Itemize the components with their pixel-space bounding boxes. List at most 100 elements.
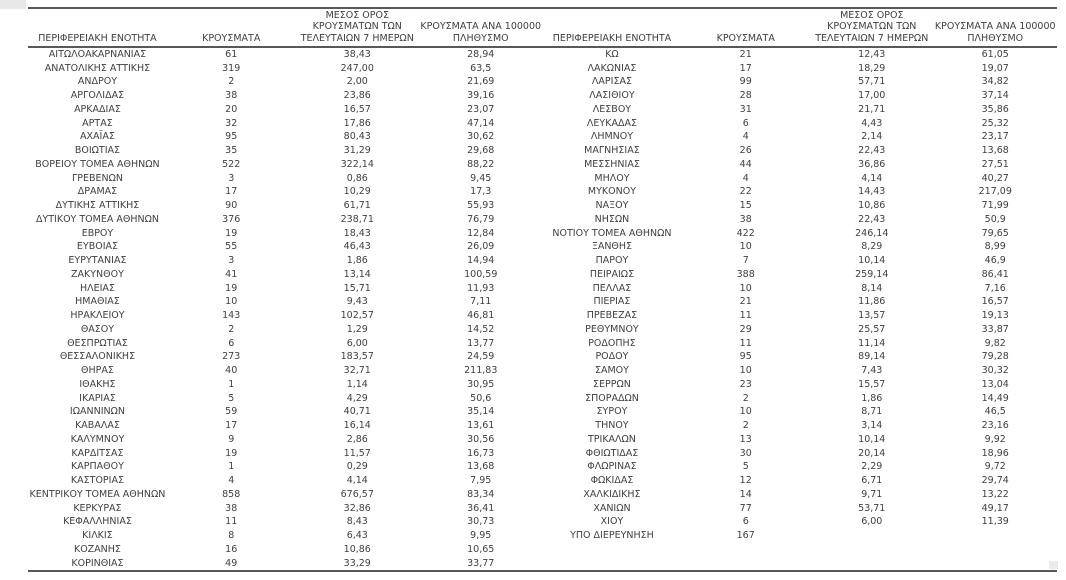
- region-cell: ΜΥΚΟΝΟΥ: [587, 186, 636, 198]
- avg7-cell: 6,43: [346, 530, 368, 542]
- cases-cell: 10: [225, 296, 238, 308]
- cases-cell: 13: [739, 433, 752, 445]
- region-cell: ΜΗΛΟΥ: [594, 172, 630, 184]
- region-cell: ΧΑΛΚΙΔΙΚΗΣ: [583, 488, 641, 500]
- avg7-cell: 10,86: [343, 543, 371, 555]
- avg7-cell: 22,43: [858, 145, 886, 157]
- per100k-cell: 14,52: [467, 323, 495, 335]
- avg7-cell: 22,43: [858, 213, 886, 225]
- cases-cell: 40: [225, 365, 238, 377]
- per100k-cell: 21,69: [467, 76, 495, 88]
- table-row: ΚΑΣΤΟΡΙΑΣ 4 4,14 7,95: [28, 474, 543, 488]
- per100k-cell: 30,73: [467, 516, 495, 528]
- cases-cell: 55: [225, 241, 238, 253]
- cases-cell: 61: [225, 48, 238, 60]
- table-row: ΑΙΤΩΛΟΑΚΑΡΝΑΝΙΑΣ 61 38,43 28,94: [28, 47, 543, 62]
- avg7-cell: 0,29: [346, 461, 368, 473]
- per100k-cell: 7,11: [470, 296, 492, 308]
- table-row: ΚΑΒΑΛΑΣ 17 16,14 13,61: [28, 419, 543, 433]
- avg7-cell: 2,29: [861, 461, 883, 473]
- cases-cell: 90: [225, 200, 238, 212]
- region-cell: ΝΗΣΩΝ: [594, 213, 630, 225]
- region-cell: ΚΑΛΥΜΝΟΥ: [70, 433, 125, 445]
- region-cell: ΑΝΔΡΟΥ: [77, 76, 118, 88]
- table-row: ΘΑΣΟΥ 2 1,29 14,52: [28, 323, 543, 337]
- avg7-cell: 8,29: [861, 241, 883, 253]
- cases-cell: 273: [222, 351, 241, 363]
- table-row: ΙΚΑΡΙΑΣ 5 4,29 50,6: [28, 392, 543, 406]
- per100k-cell: 35,14: [467, 406, 495, 418]
- region-cell: ΑΡΤΑΣ: [82, 117, 113, 129]
- cases-cell: 522: [222, 158, 241, 170]
- region-cell: ΠΙΕΡΙΑΣ: [593, 296, 631, 308]
- per100k-cell: 33,87: [981, 323, 1009, 335]
- region-cell: ΝΟΤΙΟΥ ΤΟΜΕΑ ΑΘΗΝΩΝ: [552, 227, 672, 239]
- table-row: ΚΑΛΥΜΝΟΥ 9 2,86 30,56: [28, 433, 543, 447]
- avg7-cell: 38,43: [343, 48, 371, 60]
- per100k-cell: 33,77: [467, 557, 495, 569]
- region-cell: ΚΑΣΤΟΡΙΑΣ: [70, 475, 124, 487]
- header-row: ΠΕΡΙΦΕΡΕΙΑΚΗ ΕΝΟΤΗΤΑ ΚΡΟΥΣΜΑΤΑ ΜΕΣΟΣ ΟΡΟ…: [542, 9, 1057, 48]
- region-cell: ΜΑΓΝΗΣΙΑΣ: [584, 145, 640, 157]
- per100k-cell: 13,68: [467, 461, 495, 473]
- avg7-cell: 6,71: [861, 475, 883, 487]
- per100k-cell: 16,73: [467, 447, 495, 459]
- per100k-cell: 17,3: [470, 186, 492, 198]
- per100k-cell: 88,22: [467, 158, 495, 170]
- avg7-cell: 2,86: [346, 433, 368, 445]
- region-cell: ΚΑΡΠΑΘΟΥ: [71, 461, 124, 473]
- avg7-cell: 23,86: [343, 90, 371, 102]
- region-cell: ΔΥΤΙΚΗΣ ΑΤΤΙΚΗΣ: [55, 200, 140, 212]
- avg7-cell: 2,14: [861, 131, 883, 143]
- per100k-cell: 25,32: [981, 117, 1009, 129]
- cases-cell: 10: [739, 406, 752, 418]
- avg7-cell: 13,57: [858, 310, 886, 322]
- table-row: ΞΑΝΘΗΣ 10 8,29 8,99: [543, 240, 1058, 254]
- cases-cell: 1: [228, 378, 235, 390]
- table-row: ΧΑΝΙΩΝ 77 53,71 49,17: [543, 502, 1058, 516]
- region-cell: ΣΕΡΡΩΝ: [593, 378, 631, 390]
- region-cell: ΠΕΙΡΑΙΩΣ: [589, 268, 635, 280]
- per100k-cell: 50,6: [470, 392, 492, 404]
- per100k-cell: 13,77: [467, 337, 495, 349]
- avg7-cell: 4,43: [861, 117, 883, 129]
- table-row: ΕΥΡΥΤΑΝΙΑΣ 3 1,86 14,94: [28, 254, 543, 268]
- region-cell: ΝΑΞΟΥ: [595, 200, 629, 212]
- avg7-cell: 7,43: [861, 365, 883, 377]
- per100k-cell: 79,28: [981, 351, 1009, 363]
- header-row: ΠΕΡΙΦΕΡΕΙΑΚΗ ΕΝΟΤΗΤΑ ΚΡΟΥΣΜΑΤΑ ΜΕΣΟΣ ΟΡΟ…: [28, 9, 543, 48]
- avg7-cell: 102,57: [340, 310, 374, 322]
- cases-cell: 28: [739, 90, 752, 102]
- region-cell: ΞΑΝΘΗΣ: [591, 241, 633, 253]
- region-cell: ΛΕΣΒΟΥ: [592, 103, 632, 115]
- table-row: ΛΑΚΩΝΙΑΣ 17 18,29 19,07: [543, 62, 1058, 76]
- table-row: ΠΕΛΛΑΣ 10 8,14 7,16: [543, 282, 1058, 296]
- avg7-cell: 1,86: [861, 392, 883, 404]
- cases-cell: 20: [225, 103, 238, 115]
- cases-cell: 95: [225, 131, 238, 143]
- cases-cell: 5: [742, 461, 749, 473]
- header-cases: ΚΡΟΥΣΜΑΤΑ: [681, 9, 811, 48]
- table-row: ΜΗΛΟΥ 4 4,14 40,27: [543, 172, 1058, 186]
- region-cell: ΤΡΙΚΑΛΩΝ: [587, 433, 636, 445]
- regional-cases-report: ΠΕΡΙΦΕΡΕΙΑΚΗ ΕΝΟΤΗΤΑ ΚΡΟΥΣΜΑΤΑ ΜΕΣΟΣ ΟΡΟ…: [28, 7, 1058, 573]
- cases-cell: 11: [739, 337, 752, 349]
- region-cell: ΚΟΖΑΝΗΣ: [73, 543, 121, 555]
- table-row: ΡΟΔΟΠΗΣ 11 11,14 9,82: [543, 337, 1058, 351]
- per100k-cell: 63,5: [470, 62, 492, 74]
- region-cell: ΦΩΚΙΔΑΣ: [590, 475, 634, 487]
- per100k-cell: 13,61: [467, 420, 495, 432]
- per100k-cell: 19,13: [981, 310, 1009, 322]
- per100k-cell: 46,5: [984, 406, 1006, 418]
- avg7-cell: 40,71: [343, 406, 371, 418]
- region-cell: ΛΑΣΙΘΙΟΥ: [589, 90, 635, 102]
- avg7-cell: 33,29: [343, 557, 371, 569]
- table-row: ΛΕΥΚΑΔΑΣ 6 4,43 25,32: [543, 117, 1058, 131]
- cases-cell: 3: [228, 255, 235, 267]
- table-row: ΣΕΡΡΩΝ 23 15,57 13,04: [543, 378, 1058, 392]
- avg7-cell: 183,57: [340, 351, 374, 363]
- avg7-cell: 36,86: [858, 158, 886, 170]
- cases-cell: 21: [739, 296, 752, 308]
- cases-cell: 38: [225, 502, 238, 514]
- cases-cell: 10: [739, 282, 752, 294]
